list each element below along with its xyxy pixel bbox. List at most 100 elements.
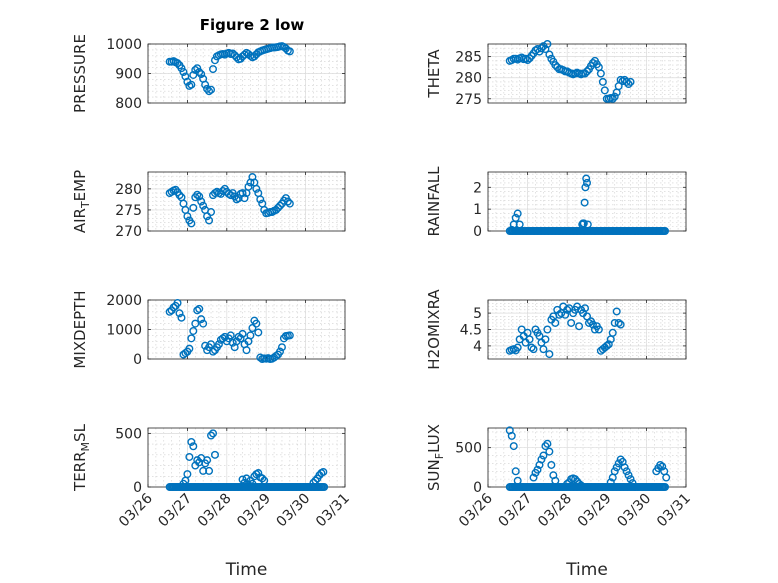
- y-tick-label: 900: [115, 67, 142, 83]
- data-point: [177, 313, 186, 322]
- data-point: [189, 326, 198, 335]
- data-point: [563, 479, 572, 488]
- data-point: [563, 305, 572, 314]
- y-tick-label: 500: [455, 441, 482, 457]
- data-point: [624, 80, 633, 89]
- axes-box: [487, 43, 687, 104]
- data-point: [614, 459, 623, 468]
- x-tick-label: 03/30: [274, 491, 314, 531]
- data-point: [541, 45, 550, 54]
- data-point: [624, 471, 633, 480]
- y-tick-label: 0: [473, 480, 482, 496]
- data-point: [250, 52, 259, 61]
- x-tick-label: 03/27: [496, 491, 536, 531]
- data-point: [616, 320, 625, 329]
- panel-3: 270 275 280 AIRTEMP: [71, 170, 346, 240]
- y-tick-label: 270: [115, 224, 142, 240]
- data-point: [594, 325, 603, 334]
- data-point: [274, 203, 283, 212]
- data-point: [581, 69, 590, 78]
- y-tick-label: 1000: [106, 323, 142, 339]
- data-point: [252, 184, 261, 193]
- data-point: [309, 478, 318, 487]
- data-point: [199, 319, 208, 328]
- y-axis-label-part: AIR: [71, 208, 89, 233]
- data-point: [511, 467, 520, 476]
- y-tick-label: 2: [473, 180, 482, 196]
- x-tick-label: 03/31: [654, 491, 694, 531]
- data-point: [626, 475, 635, 484]
- x-tick-label: 03/31: [313, 491, 353, 531]
- data-point: [620, 463, 629, 472]
- data-point: [612, 307, 621, 316]
- data-point: [203, 456, 212, 465]
- data-point: [583, 67, 592, 76]
- data-point: [275, 201, 284, 210]
- y-axis-label: RAINFALL: [425, 166, 443, 237]
- data-point: [527, 343, 536, 352]
- panel-6: 44.55 H2OMIXRA: [425, 289, 687, 370]
- y-tick-label: 5: [473, 306, 482, 322]
- data-point: [537, 44, 546, 53]
- data-point: [210, 56, 219, 65]
- data-point: [539, 345, 548, 354]
- data-point: [614, 318, 623, 327]
- data-point: [187, 437, 196, 446]
- data-point: [543, 439, 552, 448]
- data-point: [193, 306, 202, 315]
- data-point: [283, 197, 292, 206]
- data-point: [240, 194, 249, 203]
- data-point: [533, 465, 542, 474]
- data-point: [187, 334, 196, 343]
- data-point: [197, 197, 206, 206]
- data-point: [197, 315, 206, 324]
- data-point: [285, 331, 294, 340]
- data-point: [228, 338, 237, 347]
- data-point: [539, 451, 548, 460]
- data-point: [610, 467, 619, 476]
- data-point: [551, 61, 560, 70]
- data-point: [575, 322, 584, 331]
- data-point: [622, 77, 631, 86]
- data-point: [203, 212, 212, 221]
- y-tick-label: 0: [473, 224, 482, 240]
- data-point: [179, 199, 188, 208]
- data-point: [543, 325, 552, 334]
- data-point: [244, 182, 253, 191]
- y-axis-label: PRESSURE: [71, 34, 89, 113]
- data-point: [525, 335, 534, 344]
- data-point: [511, 213, 520, 222]
- data-point: [244, 480, 253, 489]
- data-point: [246, 331, 255, 340]
- data-point: [537, 455, 546, 464]
- data-point: [529, 345, 538, 354]
- data-point: [181, 349, 190, 358]
- data-point: [285, 199, 294, 208]
- y-axis-label: MIXDEPTH: [71, 290, 89, 368]
- data-point: [183, 470, 192, 479]
- data-point: [183, 212, 192, 221]
- data-point: [248, 324, 257, 333]
- data-point: [513, 343, 522, 352]
- data-point: [169, 303, 178, 312]
- y-axis-label: H2OMIXRA: [425, 289, 443, 370]
- data-point: [256, 195, 265, 204]
- data-point: [189, 442, 198, 451]
- panel-7: 0 500 TERRMSL 03/26 03/27 03/28 03/29 03/30 03/3…: [71, 423, 353, 580]
- data-point: [207, 431, 216, 440]
- y-tick-label: 500: [115, 426, 142, 442]
- x-tick-label: 03/26: [456, 490, 496, 530]
- panel-4: 0 1 2 RAINFALL: [425, 166, 687, 240]
- data-point: [541, 335, 550, 344]
- x-tick-label: 03/28: [195, 491, 235, 531]
- data-point: [254, 469, 263, 478]
- data-point: [509, 442, 518, 451]
- data-point: [248, 479, 257, 488]
- data-point: [193, 456, 202, 465]
- y-tick-label: 275: [455, 92, 482, 108]
- x-tick-label: 03/29: [234, 491, 274, 531]
- data-point: [584, 318, 593, 327]
- data-point: [612, 463, 621, 472]
- data-point: [628, 479, 637, 488]
